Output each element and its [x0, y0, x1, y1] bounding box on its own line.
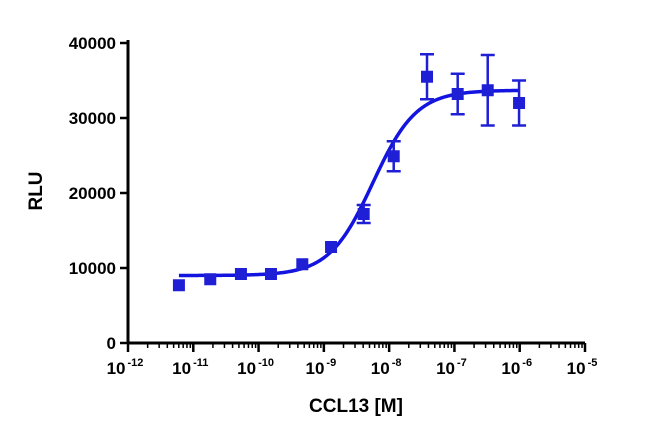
x-tick-label-base: 10 — [371, 359, 390, 378]
x-tick-label-exponent: -12 — [128, 357, 144, 369]
x-tick-label-2: 10 -10 — [237, 357, 274, 378]
data-point-3 — [264, 268, 277, 280]
y-tick-label-3: 30000 — [69, 109, 116, 128]
x-tick-label-base: 10 — [107, 359, 126, 378]
x-axis-title: CCL13 [M] — [309, 396, 403, 417]
data-point-0 — [172, 279, 185, 292]
x-tick-label-base: 10 — [172, 359, 191, 378]
x-tick-label-base: 10 — [237, 359, 256, 378]
x-tick-label-exponent: -6 — [522, 357, 532, 369]
x-tick-label-base: 10 — [501, 359, 520, 378]
x-tick-label-exponent: -9 — [326, 357, 336, 369]
data-point-7 — [387, 150, 400, 163]
data-point-11 — [513, 97, 526, 109]
data-point-9 — [451, 88, 464, 100]
x-tick-label-exponent: -5 — [588, 357, 598, 369]
fit-curve-group — [178, 88, 520, 278]
y-ticks: 0 10000 20000 30000 40000 — [69, 34, 128, 353]
x-tick-label-7: 10 -5 — [567, 357, 598, 378]
x-tick-label-exponent: -10 — [258, 357, 274, 369]
data-points — [172, 70, 526, 292]
x-tick-label-base: 10 — [436, 359, 455, 378]
y-axis-title: RLU — [26, 171, 47, 210]
fit-curve — [178, 88, 520, 278]
x-tick-label-exponent: -7 — [457, 357, 467, 369]
x-tick-label-5: 10 -7 — [436, 357, 467, 378]
data-point-2 — [234, 268, 247, 280]
x-tick-label-base: 10 — [306, 359, 325, 378]
data-point-1 — [204, 273, 217, 286]
x-tick-label-1: 10 -11 — [172, 357, 208, 378]
data-point-6 — [357, 208, 370, 220]
data-point-10 — [481, 84, 494, 97]
x-tick-label-4: 10 -8 — [371, 357, 402, 378]
y-tick-label-4: 40000 — [69, 34, 116, 53]
data-point-5 — [325, 241, 338, 253]
data-point-8 — [421, 70, 434, 83]
axes — [126, 40, 585, 345]
error-bars — [356, 53, 527, 225]
x-ticks: 10 -12 10 -11 10 -10 10 -9 10 -8 10 -7 10 -6 10 -5 — [107, 343, 598, 378]
y-tick-label-2: 20000 — [69, 184, 116, 203]
data-point-4 — [296, 258, 309, 271]
y-tick-label-0: 0 — [107, 334, 116, 353]
x-tick-label-base: 10 — [567, 359, 586, 378]
x-tick-label-0: 10 -12 — [107, 357, 144, 378]
y-tick-label-1: 10000 — [69, 259, 116, 278]
x-tick-label-6: 10 -6 — [501, 357, 532, 378]
x-tick-label-3: 10 -9 — [306, 357, 337, 378]
x-tick-label-exponent: -11 — [193, 357, 208, 369]
x-tick-label-exponent: -8 — [392, 357, 402, 369]
